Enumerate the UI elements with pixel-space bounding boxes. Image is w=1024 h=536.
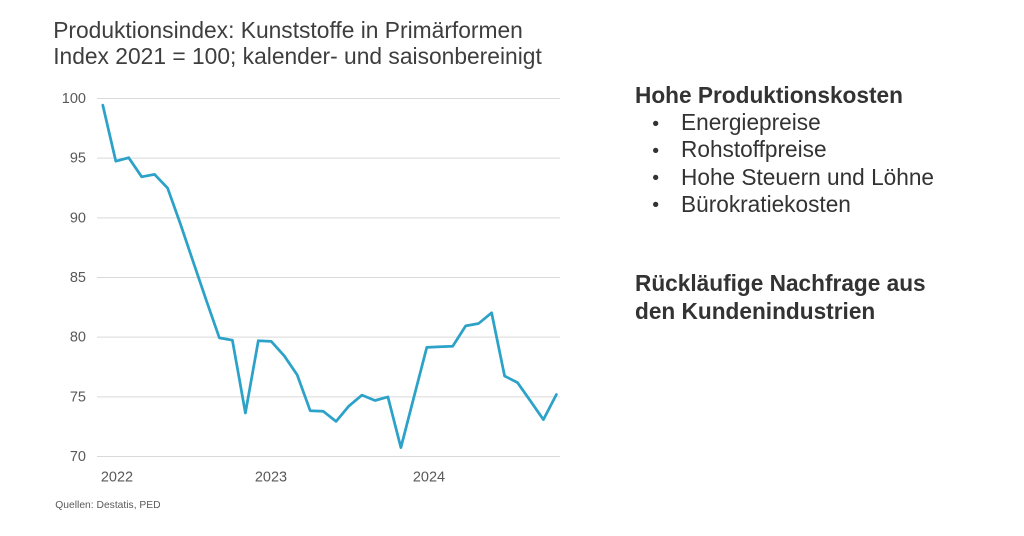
svg-text:80: 80: [70, 330, 86, 346]
svg-text:90: 90: [70, 210, 86, 226]
svg-text:2023: 2023: [255, 470, 287, 486]
svg-text:85: 85: [70, 270, 86, 286]
svg-text:95: 95: [70, 151, 86, 167]
svg-text:2024: 2024: [413, 470, 445, 486]
svg-text:2022: 2022: [101, 470, 133, 486]
svg-text:100: 100: [62, 91, 86, 107]
svg-text:70: 70: [70, 449, 86, 465]
svg-text:75: 75: [70, 389, 86, 405]
